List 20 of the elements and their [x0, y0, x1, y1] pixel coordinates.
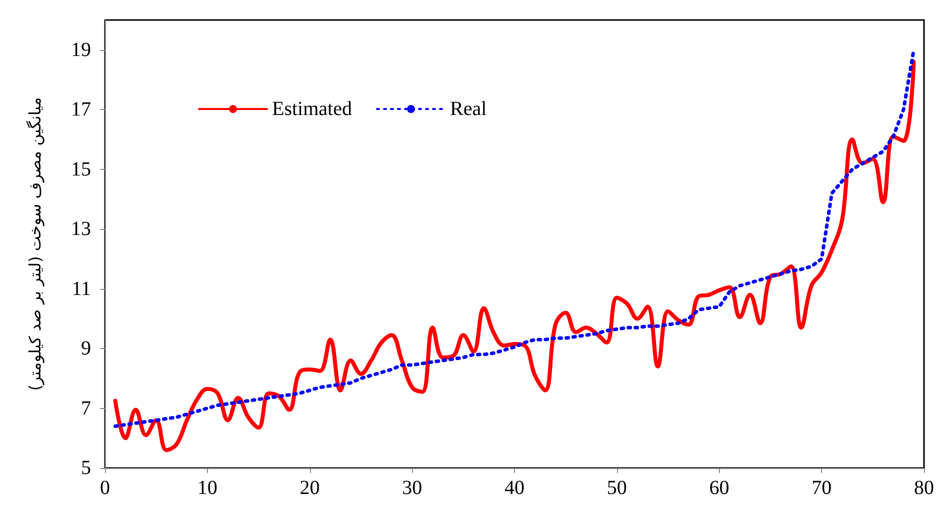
x-tick-label: 30: [402, 477, 422, 499]
x-tick-label: 0: [100, 477, 110, 499]
y-tick-label: 15: [71, 158, 91, 180]
legend-label: Real: [450, 98, 488, 120]
y-tick-label: 9: [81, 338, 91, 360]
y-tick-label: 7: [81, 397, 91, 420]
x-tick-label: 40: [504, 477, 524, 499]
x-tick-label: 10: [197, 477, 218, 499]
x-tick-label: 70: [812, 477, 832, 499]
x-tick-label: 50: [606, 477, 627, 499]
y-tick-label: 11: [72, 278, 91, 300]
x-tick-label: 80: [914, 477, 934, 499]
y-tick-label: 5: [81, 457, 91, 479]
y-tick-label: 13: [71, 218, 91, 240]
y-tick-label: 17: [71, 98, 91, 121]
y-tick-label: 19: [71, 38, 91, 61]
x-tick-label: 60: [709, 477, 730, 499]
legend-label: Estimated: [272, 98, 352, 120]
x-tick-label: 20: [300, 477, 320, 499]
y-axis-title: میانگین مصرف سوخت (لیتر بر صد کیلومتر): [26, 97, 44, 391]
